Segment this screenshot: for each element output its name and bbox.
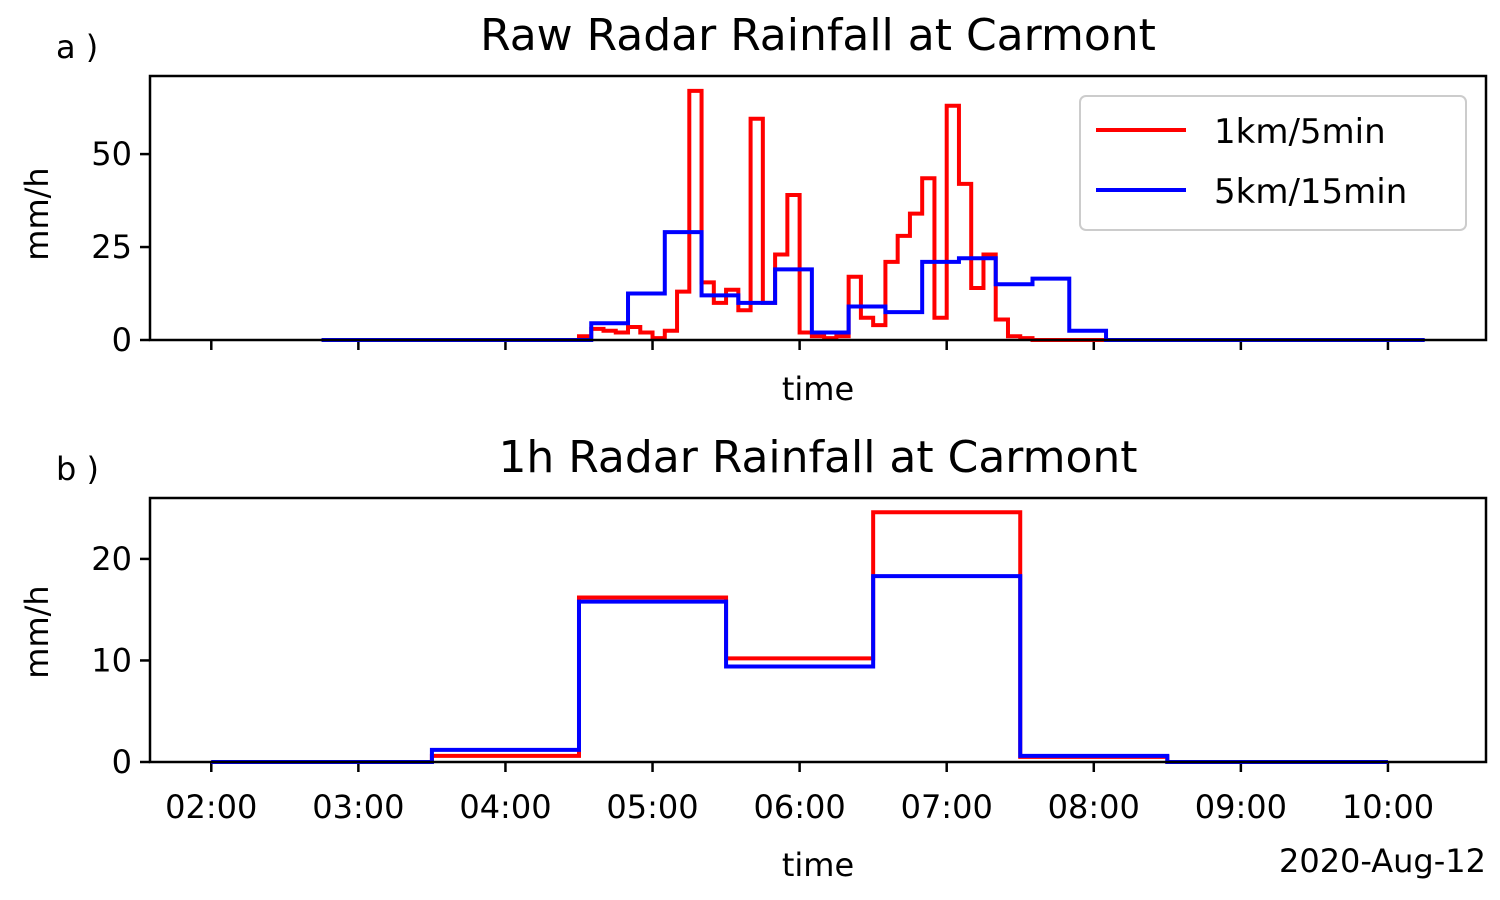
panel-b-xlabel: time	[782, 846, 854, 884]
legend: 1km/5min 5km/15min	[1079, 95, 1467, 231]
panel-b-axes: 0 10 20 02:00 03:00 04:00 05:00 06:00 07:00 08:00…	[91, 540, 1434, 826]
panel-b-ytick-label: 10	[91, 641, 132, 679]
panel-a-ytick-label: 50	[91, 135, 132, 173]
panel-b-xtick-label: 03:00	[312, 788, 404, 826]
panel-a-series-1-line	[321, 88, 1119, 342]
panel-b-xtick-label: 07:00	[901, 788, 993, 826]
panel-a: a ) Raw Radar Rainfall at Carmont mm/h t…	[18, 10, 1488, 408]
panel-a-series-2-line	[321, 230, 1425, 342]
panel-b-series-2-line	[211, 574, 1388, 764]
panel-a-title: Raw Radar Rainfall at Carmont	[480, 10, 1156, 61]
panel-b-ytick-label: 0	[112, 743, 132, 781]
panel-a-ytick-label: 25	[91, 228, 132, 266]
panel-b-xtick-label: 02:00	[165, 788, 257, 826]
panel-b-xtick-label: 05:00	[606, 788, 698, 826]
panel-b-series	[211, 510, 1388, 764]
panel-b-xtick-label: 10:00	[1342, 788, 1434, 826]
panel-b-xtick-label: 04:00	[459, 788, 551, 826]
panel-b-ylabel: mm/h	[18, 585, 56, 678]
panel-a-series	[321, 88, 1425, 342]
panel-b-ytick-label: 20	[91, 540, 132, 578]
panel-a-axes: 0 25 50	[91, 135, 1390, 359]
panel-a-ytick-label: 0	[112, 321, 132, 359]
panel-b-xtick-label: 09:00	[1195, 788, 1287, 826]
panel-a-label: a )	[56, 28, 98, 66]
panel-b-frame	[148, 496, 1488, 764]
panel-b-label: b )	[56, 450, 99, 488]
panel-b-xtick-label: 06:00	[754, 788, 846, 826]
panel-a-frame	[148, 74, 1488, 342]
date-label: 2020-Aug-12	[1279, 842, 1486, 880]
panel-b-title: 1h Radar Rainfall at Carmont	[498, 432, 1137, 483]
panel-b: b ) 1h Radar Rainfall at Carmont mm/h ti…	[18, 432, 1488, 884]
panel-a-xlabel: time	[782, 370, 854, 408]
legend-label-series-1: 1km/5min	[1214, 112, 1386, 152]
panel-b-xtick-label: 08:00	[1048, 788, 1140, 826]
legend-label-series-2: 5km/15min	[1214, 172, 1407, 212]
panel-b-series-1-line	[211, 510, 1388, 764]
panel-a-ylabel: mm/h	[18, 167, 56, 260]
